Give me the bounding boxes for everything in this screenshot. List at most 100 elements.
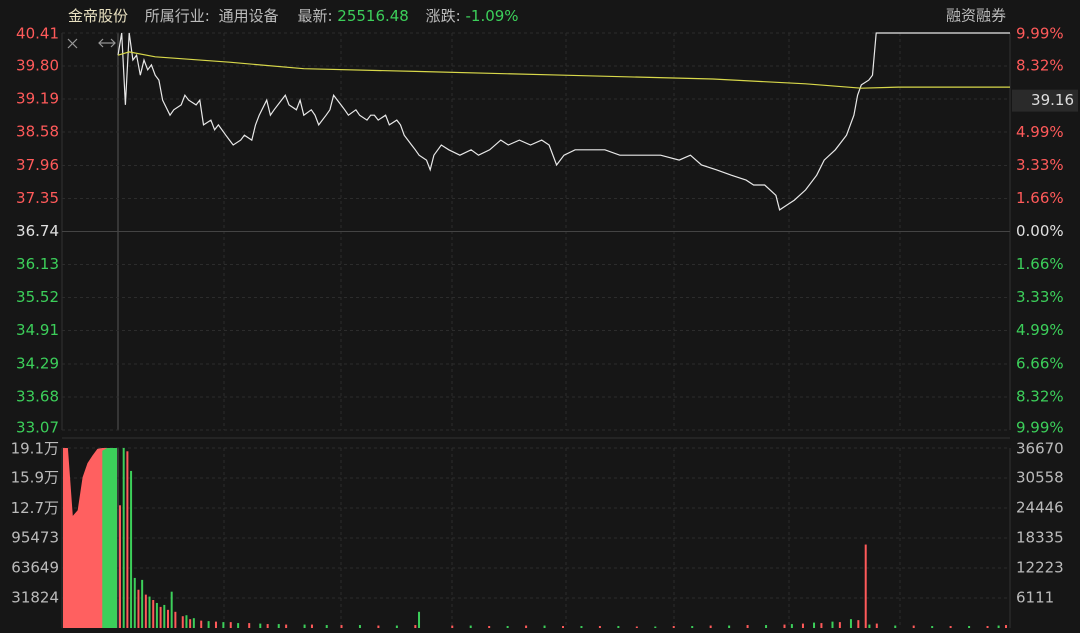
y2-tick-label: 9.99% [1016, 25, 1064, 43]
volume-bar [122, 448, 125, 628]
volume-bar [968, 626, 971, 628]
y-tick-label: 33.07 [16, 419, 59, 437]
volume-bar [997, 625, 1000, 628]
volume-bar [119, 505, 121, 628]
volume-bar [163, 604, 166, 628]
y2-tick-label: 9.99% [1016, 419, 1064, 437]
auction-area [102, 448, 117, 628]
volume-bar [543, 625, 546, 628]
y-tick-label: 30558 [1016, 469, 1064, 487]
volume-bar [875, 623, 878, 628]
volume-bar [617, 626, 620, 628]
volume-bar [525, 625, 528, 628]
volume-bar [414, 625, 417, 628]
volume-bar [152, 600, 155, 628]
volume-bar [377, 625, 380, 628]
close-icon[interactable] [67, 38, 78, 49]
y2-tick-label: 1.66% [1016, 255, 1064, 273]
change-label: 涨跌: [426, 7, 461, 25]
latest-label: 最新: [297, 7, 332, 25]
expand-icon[interactable] [98, 38, 116, 48]
volume-bar [159, 606, 162, 628]
price-line [117, 32, 1010, 211]
y2-tick-label: 95473 [11, 529, 59, 547]
volume-bar [200, 620, 203, 628]
volume-bar [285, 624, 288, 628]
y2-tick-label: 4.99% [1016, 321, 1064, 339]
volume-bar [672, 626, 675, 628]
volume-bar [790, 624, 793, 628]
latest-value: 25516.48 [337, 7, 409, 25]
volume-bar [562, 626, 564, 628]
volume-bar [654, 626, 657, 628]
y2-tick-label: 1.66% [1016, 189, 1064, 207]
margin-trading-link[interactable]: 融资融券 [946, 7, 1006, 25]
volume-bar [133, 577, 136, 628]
y-tick-label: 37.35 [16, 189, 59, 207]
volume-bar [857, 620, 860, 628]
y-tick-label: 35.52 [16, 288, 59, 306]
volume-bar [931, 626, 934, 628]
y2-tick-label: 4.99% [1016, 123, 1064, 141]
volume-bar [728, 625, 731, 628]
industry[interactable]: 通用设备 [219, 7, 279, 25]
volume-bar [765, 625, 768, 628]
volume-bar [849, 619, 852, 628]
volume-bar [181, 616, 184, 628]
volume-bar [820, 623, 823, 628]
y-tick-label: 38.58 [16, 122, 59, 140]
y-tick-label: 39.80 [16, 56, 59, 74]
volume-bar [185, 615, 188, 628]
volume-bar [259, 623, 262, 628]
volume-bar [174, 611, 177, 628]
volume-bar [451, 625, 454, 628]
y2-tick-label: 19.1万 [11, 440, 59, 458]
volume-bar [222, 622, 225, 628]
volume-bar [229, 622, 232, 628]
volume-bar [864, 544, 867, 628]
y-tick-label: 18335 [1016, 529, 1064, 547]
volume-bar [868, 624, 871, 628]
y2-tick-label: 3.33% [1016, 156, 1064, 174]
volume-bar [838, 622, 841, 628]
volume-bar [155, 602, 158, 628]
volume-bar [310, 624, 313, 628]
y2-tick-label: 12.7万 [11, 499, 59, 517]
volume-bar [746, 625, 749, 628]
volume-bar [1005, 625, 1007, 628]
volume-bar [148, 596, 151, 628]
volume-bar [949, 626, 952, 628]
y-tick-label: 37.96 [16, 156, 59, 174]
stock-name[interactable]: 金帝股份 [68, 7, 128, 25]
volume-bar [488, 626, 491, 628]
y-tick-label: 6111 [1016, 589, 1054, 607]
y-tick-label: 12223 [1016, 559, 1064, 577]
volume-bar [691, 626, 694, 628]
volume-bar [635, 626, 638, 628]
volume-bar [783, 624, 786, 628]
y-tick-label: 36.13 [16, 255, 59, 273]
volume-bar [340, 625, 343, 628]
volume-bar [358, 625, 361, 628]
volume-bar [137, 589, 140, 628]
volume-bar [506, 626, 509, 628]
y2-tick-label: 8.32% [1016, 387, 1064, 405]
volume-bar [237, 623, 240, 628]
price-callout-label: 39.16 [1031, 91, 1074, 109]
y2-tick-label: 15.9万 [11, 469, 59, 487]
y-tick-label: 36.74 [16, 222, 59, 240]
industry-label: 所属行业: [145, 7, 210, 25]
volume-bar [418, 611, 421, 628]
y-tick-label: 39.19 [16, 89, 59, 107]
volume-bar [166, 609, 169, 628]
volume-bar [207, 621, 210, 628]
volume-bar [170, 591, 173, 628]
y-tick-label: 40.41 [16, 25, 59, 43]
y-tick-label: 24446 [1016, 499, 1064, 517]
y-tick-label: 33.68 [16, 388, 59, 406]
y-tick-label: 34.91 [16, 321, 59, 339]
volume-bar [141, 579, 144, 628]
volume-bar [894, 625, 897, 628]
